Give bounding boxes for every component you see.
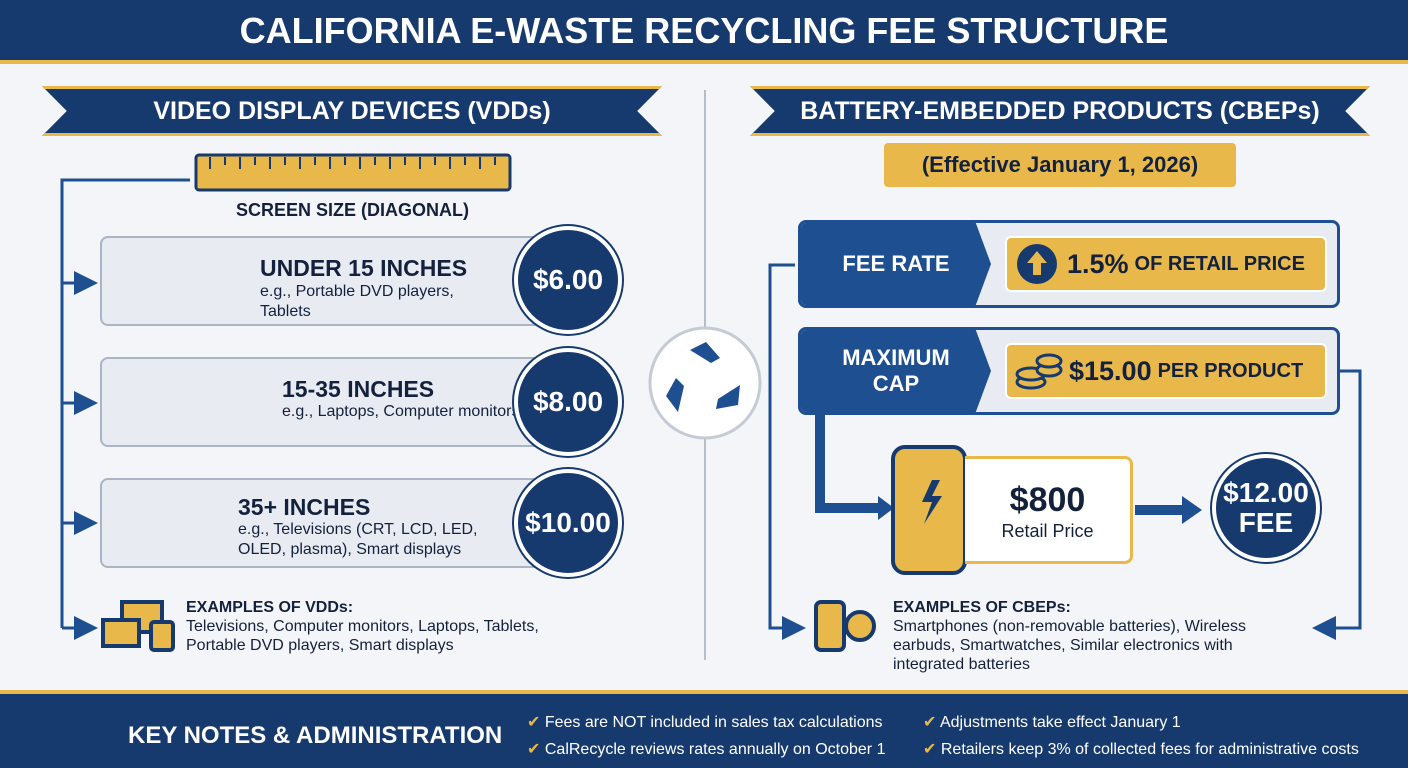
note-text: Retailers keep 3% of collected fees for … xyxy=(940,741,1359,758)
examples-text: Smartphones (non-removable batteries), W… xyxy=(893,618,1247,673)
section-heading: BATTERY-EMBEDDED PRODUCTS (CBEPs) xyxy=(750,86,1370,136)
note-text: Adjustments take effect January 1 xyxy=(939,714,1181,731)
examples-text: Televisions, Computer monitors, Laptops,… xyxy=(186,618,539,654)
cap-pill: $15.00 PER PRODUCT xyxy=(1005,343,1327,399)
note-text: CalRecycle reviews rates annually on Oct… xyxy=(544,741,886,758)
fee-rate-pill: 1.5% OF RETAIL PRICE xyxy=(1005,236,1327,292)
price-value: $800 xyxy=(1009,481,1086,519)
footer-title: KEY NOTES & ADMINISTRATION xyxy=(128,722,503,749)
note: ✔ Adjustments take effect January 1 xyxy=(923,714,1181,731)
tier-box xyxy=(100,236,560,326)
note: ✔ Retailers keep 3% of collected fees fo… xyxy=(923,741,1359,758)
title: CALIFORNIA E-WASTE RECYCLING FEE STRUCTU… xyxy=(0,0,1408,64)
section-heading: VIDEO DISPLAY DEVICES (VDDs) xyxy=(42,86,662,136)
note: ✔ CalRecycle reviews rates annually on O… xyxy=(527,741,886,758)
cap-box: MAXIMUM CAP $15.00 PER PRODUCT xyxy=(798,327,1340,415)
tier-size: 15-35 INCHES xyxy=(282,376,435,402)
fee-rate-box: FEE RATE 1.5% OF RETAIL PRICE xyxy=(798,220,1340,308)
cap-label: MAXIMUM CAP xyxy=(801,330,991,412)
fee-rate-suffix: OF RETAIL PRICE xyxy=(1134,252,1305,275)
examples-title: EXAMPLES OF VDDs: xyxy=(186,599,354,616)
effective-date: (Effective January 1, 2026) xyxy=(884,143,1236,187)
tier-size: 35+ INCHES xyxy=(238,494,371,520)
fee-rate-label: FEE RATE xyxy=(801,223,991,305)
example-fee: $12.00 FEE xyxy=(1212,454,1320,562)
tier-box xyxy=(100,478,560,568)
example-fee-value: $12.00 xyxy=(1223,477,1309,508)
tier-examples: e.g., Portable DVD players, Tablets xyxy=(260,283,454,320)
cap-suffix: PER PRODUCT xyxy=(1157,359,1304,382)
price-label: Retail Price xyxy=(1001,521,1094,541)
note: ✔ Fees are NOT included in sales tax cal… xyxy=(527,714,883,731)
tier-fee: $10.00 xyxy=(514,469,622,577)
note-text: Fees are NOT included in sales tax calcu… xyxy=(544,714,883,731)
tier-examples: e.g., Laptops, Computer monitors xyxy=(282,403,520,420)
fee-rate-value: 1.5% xyxy=(1067,248,1129,279)
price-box: $800 Retail Price xyxy=(965,456,1133,564)
tier-examples: e.g., Televisions (CRT, LCD, LED, OLED, … xyxy=(238,521,478,558)
ruler-label: SCREEN SIZE (DIAGONAL) xyxy=(235,200,469,220)
tier-size: UNDER 15 INCHES xyxy=(260,255,468,281)
example-fee-label: FEE xyxy=(1238,507,1294,538)
coins-icon xyxy=(1015,353,1063,390)
cap-value: $15.00 xyxy=(1069,355,1152,386)
tier-box xyxy=(100,357,560,447)
tier-fee: $6.00 xyxy=(514,226,622,334)
tier-fee: $8.00 xyxy=(514,348,622,456)
footer: KEY NOTES & ADMINISTRATION ✔ Fees are NO… xyxy=(0,690,1408,768)
examples-title: EXAMPLES OF CBEPs: xyxy=(893,599,1071,616)
up-icon xyxy=(1017,244,1057,284)
